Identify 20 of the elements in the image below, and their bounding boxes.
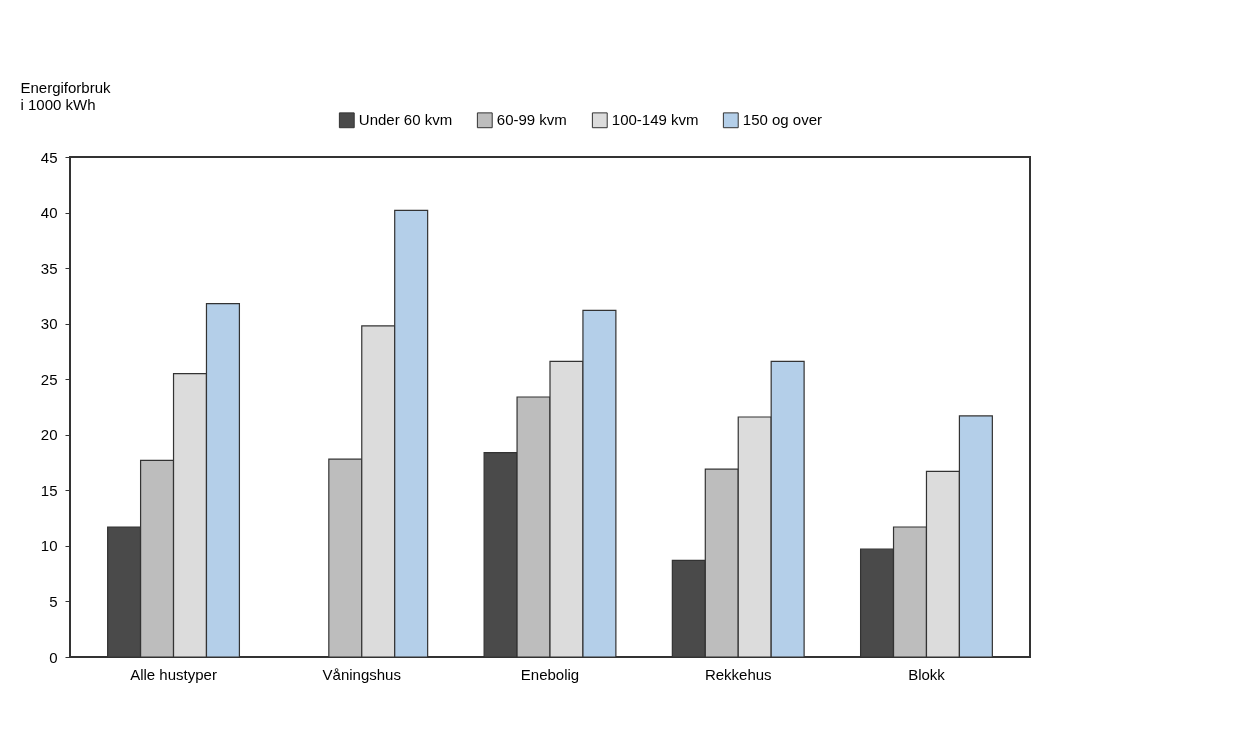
x-tick-label: Rekkehus <box>704 665 772 683</box>
legend-label: Under 60 kvm <box>358 111 453 129</box>
y-tick-label: 0 <box>49 648 58 666</box>
x-tick-label: Blokk <box>908 665 946 683</box>
x-tick-label: Våningshus <box>322 665 401 683</box>
x-tick-label: Enebolig <box>520 665 580 683</box>
y-tick-label: 15 <box>40 481 58 499</box>
y-tick-label: 25 <box>40 370 58 388</box>
legend-label: 150 og over <box>742 111 823 129</box>
y-axis-title: Energiforbruk i 1000 kWh <box>20 78 112 113</box>
y-tick-label: 5 <box>49 592 58 610</box>
y-tick-label: 45 <box>40 148 58 166</box>
y-tick-label: 30 <box>40 315 58 333</box>
y-tick-label: 10 <box>40 537 58 555</box>
legend-label: 100-149 kvm <box>611 111 699 129</box>
legend-label: 60-99 kvm <box>496 111 567 129</box>
x-tick-label: Alle hustyper <box>130 665 217 683</box>
y-tick-label: 40 <box>40 204 58 222</box>
y-tick-label: 35 <box>40 259 58 277</box>
y-tick-label: 20 <box>40 426 58 444</box>
